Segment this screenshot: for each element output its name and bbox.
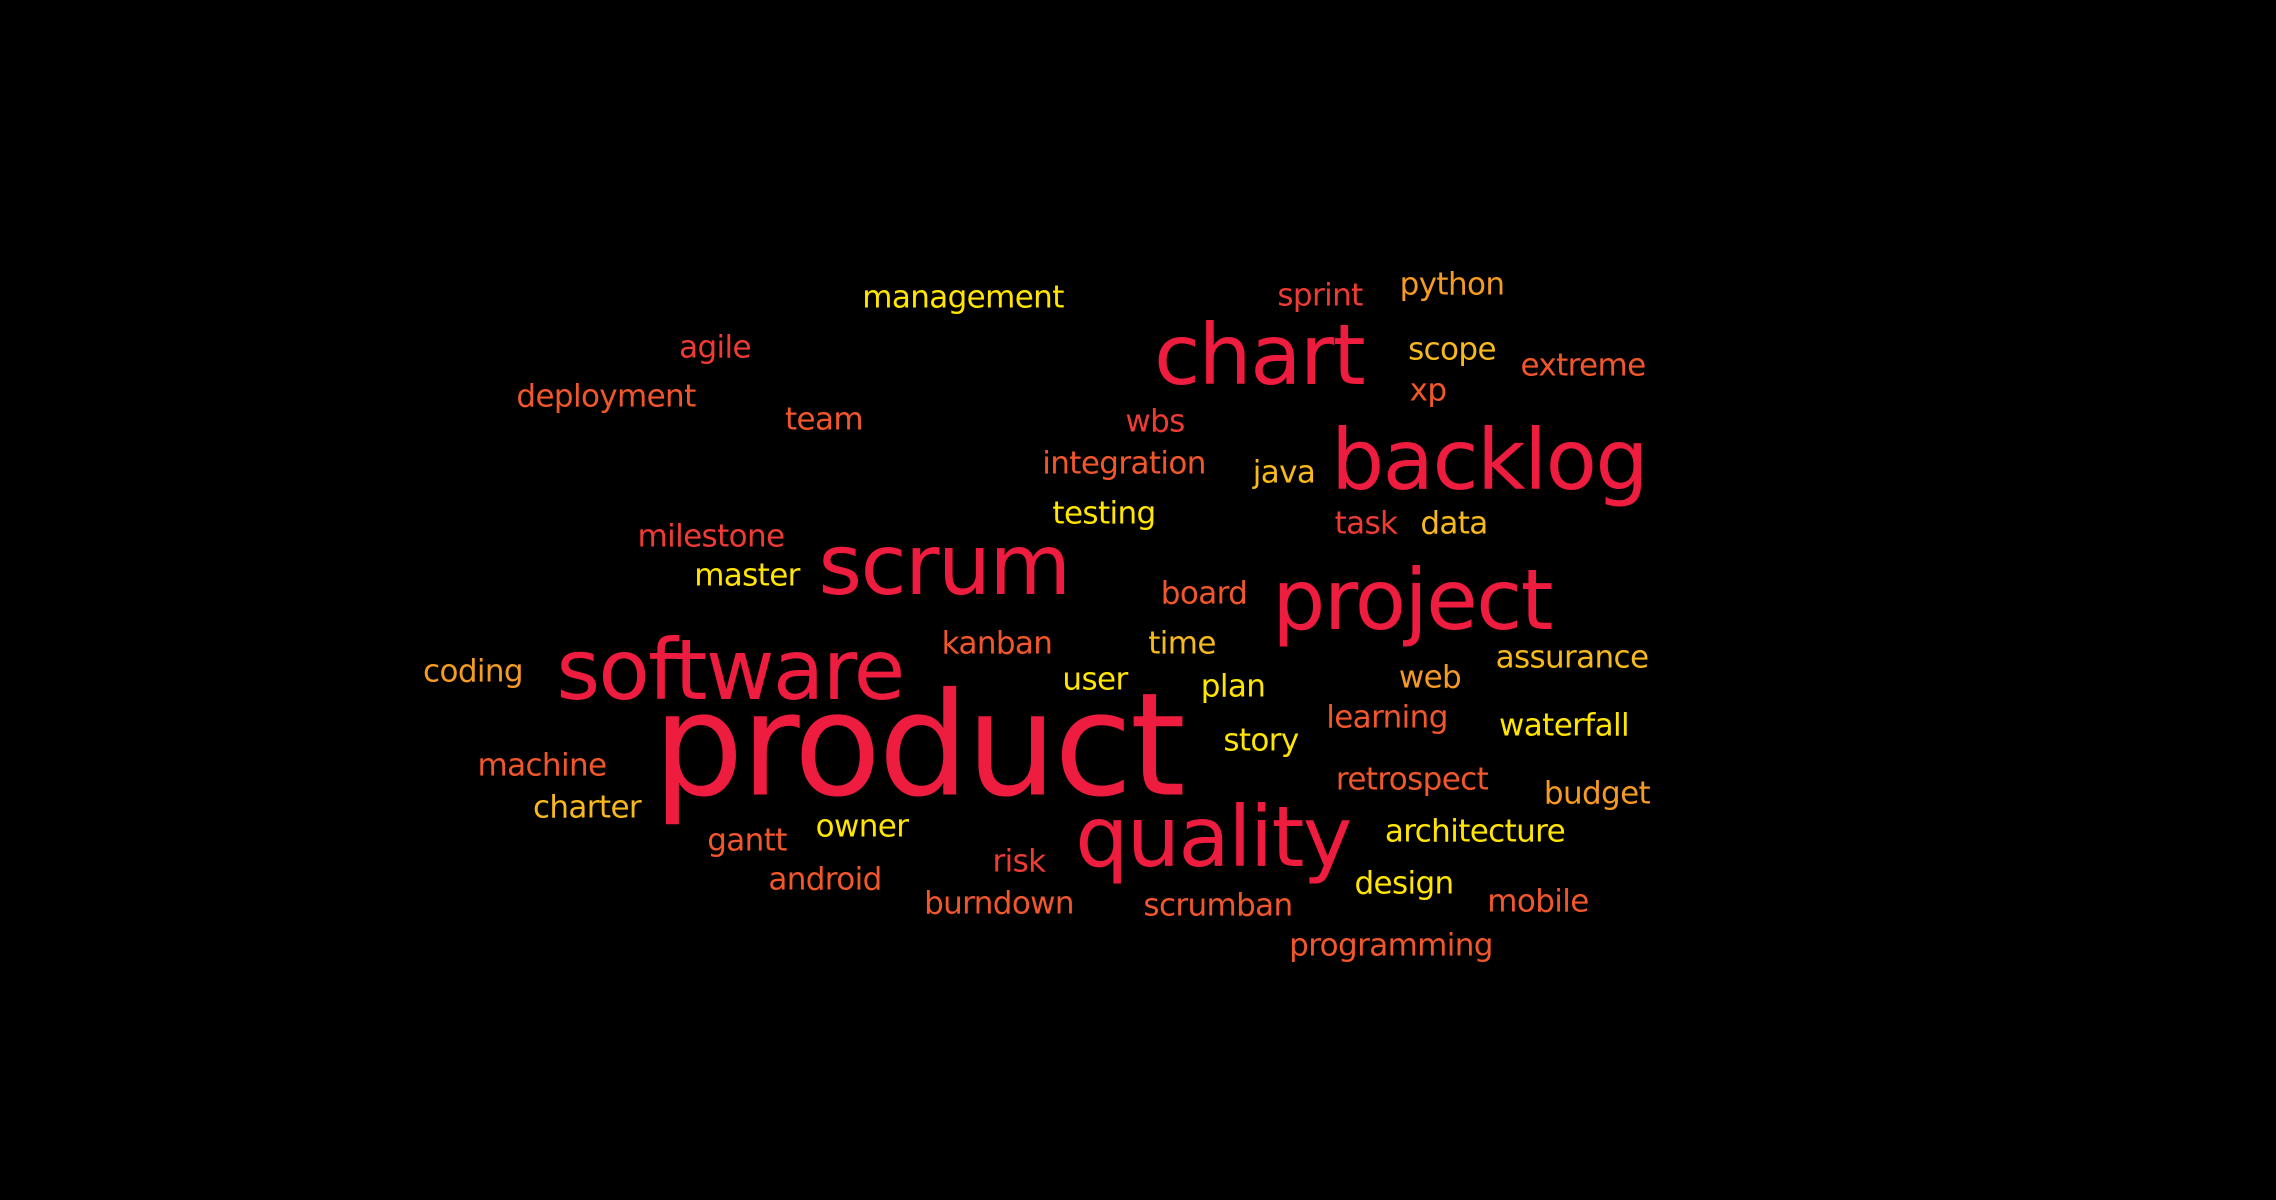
word-assurance: assurance <box>1495 639 1649 676</box>
word-coding: coding <box>423 653 524 690</box>
word-burndown: burndown <box>924 885 1074 922</box>
word-time: time <box>1148 625 1216 662</box>
word-programming: programming <box>1289 927 1493 964</box>
word-charter: charter <box>532 789 642 826</box>
word-waterfall: waterfall <box>1499 707 1630 744</box>
word-user: user <box>1062 661 1128 698</box>
word-software: software <box>556 621 905 719</box>
word-data: data <box>1420 505 1488 542</box>
word-extreme: extreme <box>1520 347 1646 384</box>
word-management: management <box>862 279 1064 316</box>
word-wbs: wbs <box>1125 403 1185 440</box>
word-java: java <box>1252 454 1316 491</box>
word-machine: machine <box>477 747 608 784</box>
word-budget: budget <box>1543 775 1651 812</box>
word-master: master <box>694 557 800 594</box>
word-gantt: gantt <box>707 822 787 859</box>
word-scope: scope <box>1408 331 1496 368</box>
word-kanban: kanban <box>941 625 1053 662</box>
word-testing: testing <box>1052 495 1156 532</box>
word-chart: chart <box>1154 306 1366 404</box>
word-team: team <box>785 401 864 438</box>
word-product: product <box>653 661 1186 829</box>
word-board: board <box>1160 575 1248 612</box>
word-quality: quality <box>1075 788 1352 886</box>
word-deployment: deployment <box>516 378 696 415</box>
word-owner: owner <box>815 808 909 845</box>
word-milestone: milestone <box>637 518 786 555</box>
word-android: android <box>768 861 882 898</box>
word-retrospect: retrospect <box>1335 761 1489 798</box>
word-mobile: mobile <box>1487 883 1589 920</box>
word-python: python <box>1399 266 1505 303</box>
word-plan: plan <box>1200 668 1266 705</box>
word-story: story <box>1223 722 1299 759</box>
word-web: web <box>1398 659 1462 696</box>
word-risk: risk <box>992 843 1047 880</box>
word-scrumban: scrumban <box>1143 887 1293 924</box>
word-agile: agile <box>679 329 751 366</box>
word-design: design <box>1354 865 1454 902</box>
word-project: project <box>1272 551 1553 649</box>
word-learning: learning <box>1326 699 1448 736</box>
word-task: task <box>1334 505 1398 542</box>
word-scrum: scrum <box>818 516 1071 614</box>
word-architecture: architecture <box>1384 813 1566 850</box>
word-sprint: sprint <box>1277 277 1363 314</box>
word-backlog: backlog <box>1331 411 1649 509</box>
word-xp: xp <box>1409 372 1447 409</box>
word-integration: integration <box>1042 445 1206 482</box>
